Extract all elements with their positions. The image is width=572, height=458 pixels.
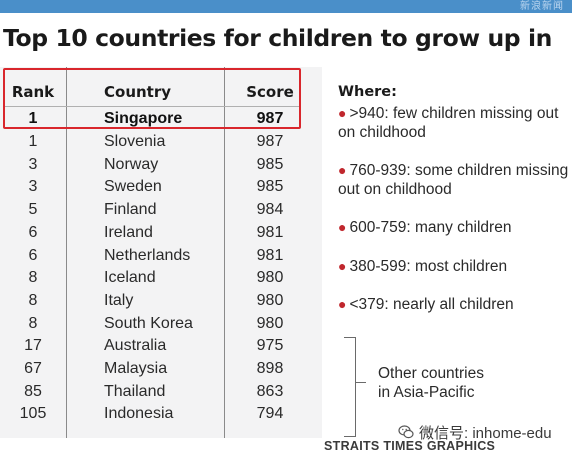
column-divider-2 bbox=[224, 67, 225, 438]
cell-score: 985 bbox=[256, 155, 284, 173]
cell-country: Australia bbox=[104, 337, 167, 355]
header-country: Country bbox=[104, 83, 172, 101]
cell-rank: 1 bbox=[28, 110, 38, 127]
cell-rank: 8 bbox=[28, 269, 38, 287]
bullet-icon: ● bbox=[338, 219, 347, 235]
cell-score: 984 bbox=[256, 201, 284, 219]
legend-item: ● 380-599: most children bbox=[338, 258, 508, 275]
legend-item: ● >940: few children missing out on child… bbox=[338, 105, 559, 141]
table-row: 17 Australia 975 bbox=[0, 334, 322, 357]
cell-score: 987 bbox=[256, 110, 284, 127]
asia-pacific-bracket bbox=[344, 337, 356, 437]
cell-country: Norway bbox=[104, 155, 159, 173]
cell-score: 981 bbox=[256, 246, 284, 264]
table-row: 5 Finland 984 bbox=[0, 198, 322, 221]
table-row: 67 Malaysia 898 bbox=[0, 357, 322, 380]
cell-rank: 105 bbox=[19, 405, 47, 423]
header-rank: Rank bbox=[11, 83, 55, 101]
cell-score: 794 bbox=[256, 405, 284, 423]
cell-score: 987 bbox=[256, 133, 284, 150]
cell-score: 985 bbox=[256, 178, 284, 196]
cell-country: South Korea bbox=[104, 314, 193, 332]
bullet-icon: ● bbox=[338, 162, 347, 178]
cell-rank: 3 bbox=[28, 178, 38, 196]
cell-country: Italy bbox=[104, 291, 134, 309]
header-divider bbox=[4, 106, 300, 107]
cell-score: 975 bbox=[256, 337, 284, 355]
cell-country: Singapore bbox=[104, 110, 183, 127]
cell-country: Netherlands bbox=[104, 246, 191, 264]
infographic-title: Top 10 countries for children to grow up… bbox=[3, 24, 552, 52]
cell-rank: 85 bbox=[24, 382, 42, 400]
table-row: 3 Sweden 985 bbox=[0, 175, 322, 198]
asia-pacific-note: Other countries in Asia-Pacific bbox=[378, 365, 484, 401]
cell-score: 980 bbox=[256, 269, 284, 287]
legend-item: ● 600-759: many children bbox=[338, 219, 512, 236]
table-row: 8 Italy 980 bbox=[0, 289, 322, 312]
cell-rank: 6 bbox=[28, 246, 38, 264]
table-row: 1 Slovenia 987 bbox=[0, 130, 322, 153]
bullet-icon: ● bbox=[338, 105, 347, 121]
cell-country: Indonesia bbox=[104, 405, 174, 423]
cell-score: 981 bbox=[256, 223, 284, 241]
legend-title: Where: bbox=[338, 84, 397, 100]
top-banner: 新浪新闻 bbox=[0, 0, 572, 13]
cell-country: Ireland bbox=[104, 223, 153, 241]
cell-rank: 1 bbox=[28, 133, 38, 150]
cell-rank: 17 bbox=[24, 337, 42, 355]
cell-country: Thailand bbox=[104, 382, 166, 400]
wechat-watermark: 微信号: inhome-edu bbox=[419, 425, 552, 442]
cell-country: Slovenia bbox=[104, 133, 166, 150]
cell-country: Malaysia bbox=[104, 360, 168, 377]
table-row: 6 Netherlands 981 bbox=[0, 244, 322, 267]
cell-rank: 5 bbox=[28, 201, 38, 219]
top-rank-highlight bbox=[3, 68, 301, 129]
cell-rank: 8 bbox=[28, 314, 38, 332]
table-row: 8 Iceland 980 bbox=[0, 266, 322, 289]
cell-country: Sweden bbox=[104, 178, 162, 196]
table-row: 105 Indonesia 794 bbox=[0, 402, 322, 425]
cell-score: 980 bbox=[256, 314, 284, 332]
bracket-tick bbox=[356, 382, 366, 383]
cell-rank: 6 bbox=[28, 223, 38, 241]
cell-score: 863 bbox=[256, 382, 284, 400]
legend-item: ● <379: nearly all children bbox=[338, 296, 514, 313]
table-row: 85 Thailand 863 bbox=[0, 380, 322, 403]
cell-rank: 67 bbox=[24, 360, 42, 377]
header-score: Score bbox=[246, 83, 294, 101]
cell-score: 980 bbox=[256, 291, 284, 309]
cell-score: 898 bbox=[256, 360, 284, 377]
bullet-icon: ● bbox=[338, 296, 347, 312]
table-row: 1 Singapore 987 bbox=[0, 107, 322, 130]
banner-text: 新浪新闻 bbox=[520, 1, 564, 12]
cell-rank: 3 bbox=[28, 155, 38, 173]
column-divider-1 bbox=[66, 67, 67, 438]
wechat-icon bbox=[398, 425, 414, 439]
table-header: Rank Country Score bbox=[0, 78, 322, 106]
cell-country: Iceland bbox=[104, 269, 156, 287]
bullet-icon: ● bbox=[338, 258, 347, 274]
table-row: 6 Ireland 981 bbox=[0, 221, 322, 244]
source-credit: STRAITS TIMES GRAPHICS bbox=[324, 439, 496, 453]
cell-country: Finland bbox=[104, 201, 157, 219]
legend-item: ● 760-939: some children missing out on c… bbox=[338, 162, 569, 198]
table-row: 8 South Korea 980 bbox=[0, 312, 322, 335]
cell-rank: 8 bbox=[28, 291, 38, 309]
table-row: 3 Norway 985 bbox=[0, 153, 322, 176]
